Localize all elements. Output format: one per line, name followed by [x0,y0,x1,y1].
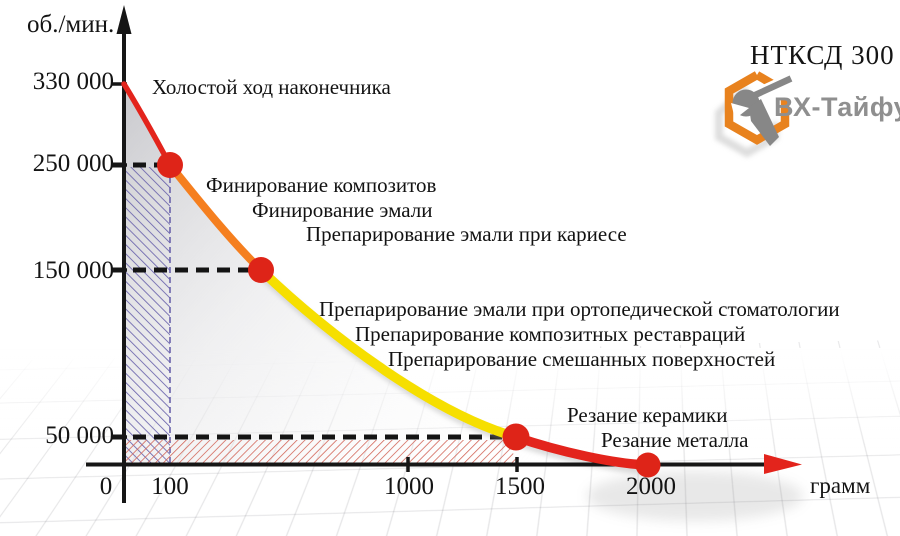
point-250k-100g [157,152,183,178]
annotation-prep-enamel-ortho: Препарирование эмали при ортопедической … [319,296,840,322]
ytick-label-150000: 150 000 [10,257,114,285]
model-title: НТКСД 300 [750,40,895,71]
annotation-cutting-metal: Резание металла [601,427,748,453]
band-under-50k-hatch [126,440,519,463]
xtick-label-100: 100 [140,473,200,501]
brand-name: ВХ-Тайфун [774,92,900,123]
chart-canvas: об./мин. 330 000 250 000 150 000 50 000 … [0,0,900,536]
band-0-100g-hatch [126,167,170,463]
ytick-label-330000: 330 000 [10,68,114,96]
annotation-finishing-enamel: Финирование эмали [252,197,433,223]
speed-vs-force-plot [0,0,900,536]
point-50k-1500g [503,424,530,451]
y-axis-unit-label: об./мин. [27,11,114,39]
ytick-label-250000: 250 000 [10,150,114,178]
point-150k-300g [248,257,274,283]
xtick-label-1000: 1000 [374,473,444,501]
y-axis-arrow-icon [117,5,132,34]
xtick-label-0: 0 [86,473,126,501]
annotation-prep-enamel-caries: Препарирование эмали при кариесе [306,221,627,247]
annotation-cutting-ceramics: Резание керамики [567,402,727,428]
xtick-label-1500: 1500 [485,473,555,501]
annotation-prep-composite-restorations: Препарирование композитных реставраций [355,321,745,347]
annotation-finishing-composites: Финирование композитов [206,172,436,198]
xtick-label-2000: 2000 [616,473,686,501]
x-axis-unit-label: грамм [810,473,870,499]
annotation-prep-mixed-surfaces: Препарирование смешанных поверхностей [388,346,775,372]
annotation-idle: Холостой ход наконечника [152,74,391,100]
ytick-label-50000: 50 000 [10,422,114,450]
x-axis-arrow-icon [764,454,802,474]
